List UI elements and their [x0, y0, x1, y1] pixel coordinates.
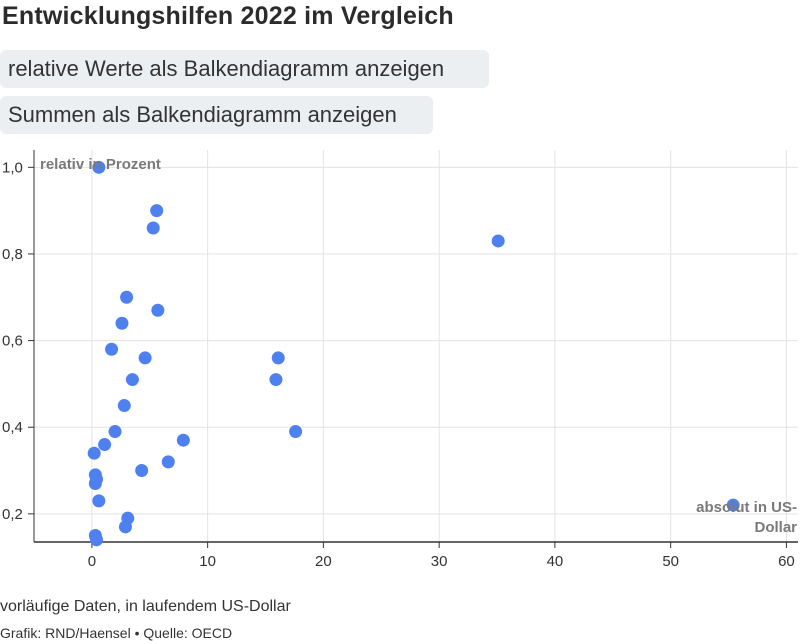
- y-tick-label: 0,6: [2, 333, 23, 350]
- x-tick-label: 20: [315, 553, 332, 570]
- data-point: [491, 234, 505, 248]
- data-point: [146, 221, 160, 235]
- x-tick-label: 60: [778, 553, 795, 570]
- data-point: [726, 498, 740, 512]
- axes: 0 10 20 30 40 50 60 0,2 0,4 0,6 0,8 1,0: [2, 150, 798, 570]
- x-tick-label: 30: [431, 553, 448, 570]
- data-point: [161, 455, 175, 469]
- data-point: [115, 316, 129, 330]
- y-tick-label: 0,2: [2, 506, 23, 523]
- data-point: [269, 373, 283, 387]
- x-tick-label: 40: [547, 553, 564, 570]
- data-point: [150, 204, 164, 218]
- x-axis-label-line-2: Dollar: [754, 519, 797, 536]
- y-tick-label: 1,0: [2, 159, 23, 176]
- data-point: [151, 303, 165, 317]
- x-tick-label: 0: [88, 553, 96, 570]
- y-tick-label: 0,4: [2, 419, 23, 436]
- x-axis-label-line-1: absolut in US-: [696, 499, 797, 516]
- data-point: [108, 425, 122, 439]
- relative-bar-chart-button[interactable]: relative Werte als Balkendiagramm anzeig…: [0, 50, 489, 88]
- data-point: [271, 351, 285, 365]
- sum-bar-chart-button[interactable]: Summen als Balkendiagramm anzeigen: [0, 96, 433, 134]
- data-points: [87, 160, 740, 547]
- y-axis-label: relativ in Prozent: [40, 156, 161, 173]
- data-point: [117, 399, 131, 413]
- data-point: [98, 438, 112, 452]
- y-tick-label: 0,8: [2, 246, 23, 263]
- x-tick-label: 50: [662, 553, 679, 570]
- source-credit: Grafik: RND/Haensel • Quelle: OECD: [0, 625, 233, 641]
- data-point: [289, 425, 303, 439]
- data-point: [176, 433, 190, 447]
- grid-lines: [34, 150, 798, 542]
- data-point: [120, 290, 134, 304]
- x-tick-label: 10: [199, 553, 216, 570]
- data-point: [88, 477, 102, 491]
- data-point: [138, 351, 152, 365]
- data-point: [135, 464, 149, 478]
- data-point: [90, 533, 104, 547]
- data-point: [118, 520, 132, 534]
- data-point: [105, 342, 119, 356]
- data-point: [92, 494, 106, 508]
- data-point: [125, 373, 139, 387]
- data-point: [92, 160, 106, 174]
- data-point: [87, 446, 101, 460]
- chart-title: Entwicklungshilfen 2022 im Vergleich: [2, 2, 454, 30]
- data-note: vorläufige Daten, in laufendem US-Dollar: [0, 598, 291, 615]
- scatter-chart: 0 10 20 30 40 50 60 0,2 0,4 0,6 0,8 1,0 relativ in …: [2, 150, 798, 570]
